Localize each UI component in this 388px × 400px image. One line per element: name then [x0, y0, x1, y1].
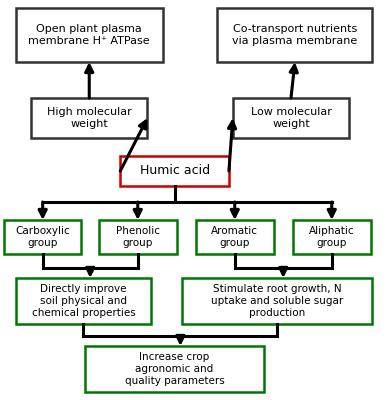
FancyBboxPatch shape	[4, 220, 81, 254]
FancyBboxPatch shape	[217, 8, 372, 62]
Text: Carboxylic
group: Carboxylic group	[15, 226, 70, 248]
FancyBboxPatch shape	[99, 220, 177, 254]
Text: Aromatic
group: Aromatic group	[211, 226, 258, 248]
FancyBboxPatch shape	[31, 98, 147, 138]
Text: Stimulate root growth, N
uptake and soluble sugar
production: Stimulate root growth, N uptake and solu…	[211, 284, 343, 318]
Text: Directly improve
soil physical and
chemical properties: Directly improve soil physical and chemi…	[31, 284, 135, 318]
Text: Humic acid: Humic acid	[140, 164, 210, 178]
FancyBboxPatch shape	[85, 346, 264, 392]
Text: Co-transport nutrients
via plasma membrane: Co-transport nutrients via plasma membra…	[232, 24, 357, 46]
FancyBboxPatch shape	[120, 156, 229, 186]
Text: High molecular
weight: High molecular weight	[47, 107, 132, 129]
FancyBboxPatch shape	[293, 220, 371, 254]
Text: Open plant plasma
membrane H⁺ ATPase: Open plant plasma membrane H⁺ ATPase	[28, 24, 150, 46]
Text: Aliphatic
group: Aliphatic group	[309, 226, 355, 248]
FancyBboxPatch shape	[182, 278, 372, 324]
Text: Low molecular
weight: Low molecular weight	[251, 107, 331, 129]
Text: Phenolic
group: Phenolic group	[116, 226, 160, 248]
FancyBboxPatch shape	[196, 220, 274, 254]
FancyBboxPatch shape	[16, 278, 151, 324]
FancyBboxPatch shape	[16, 8, 163, 62]
FancyBboxPatch shape	[233, 98, 349, 138]
Text: Increase crop
agronomic and
quality parameters: Increase crop agronomic and quality para…	[125, 352, 225, 386]
